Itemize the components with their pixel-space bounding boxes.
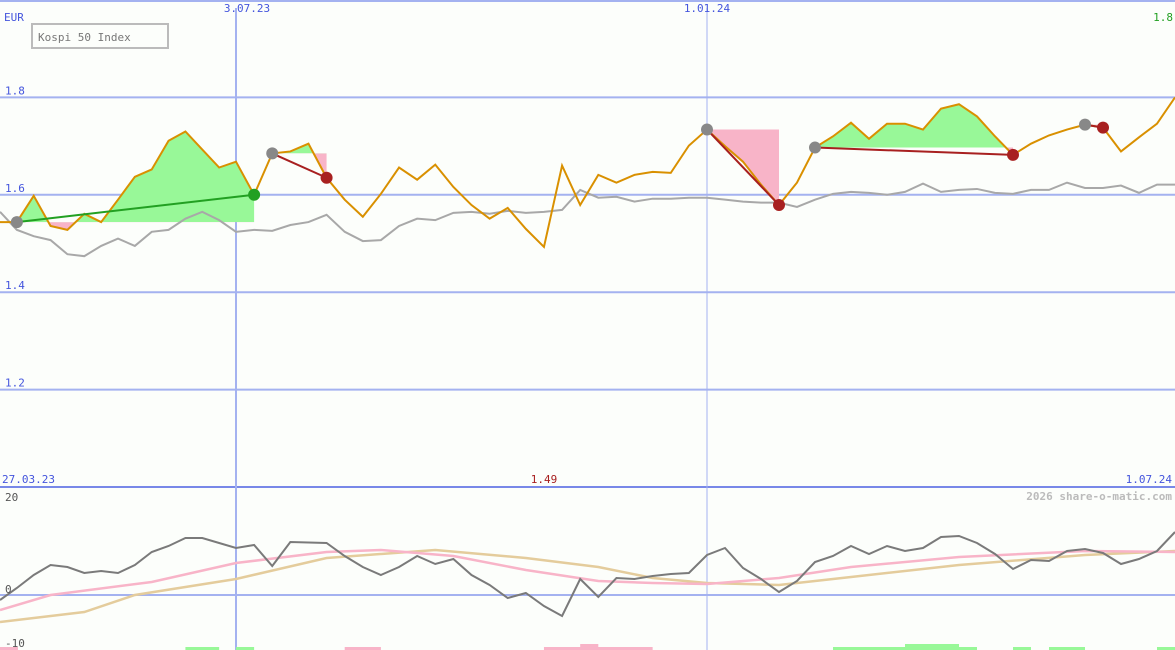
- trade-gain-area: [16, 131, 255, 223]
- entry-marker: [10, 216, 23, 229]
- last-value-label: 1.8: [1153, 11, 1173, 24]
- y-tick-label: 1.6: [5, 182, 25, 195]
- y-tick-label: 1.4: [5, 279, 25, 292]
- signal-bar: [905, 644, 959, 650]
- trade-line: [16, 193, 255, 224]
- trade-loss-area: [707, 129, 779, 206]
- exit-marker: [773, 199, 785, 212]
- signal-bar: [580, 644, 599, 650]
- series-lines: [0, 96, 1175, 650]
- trade-gain-area: [815, 104, 1013, 148]
- y-tick-label-lower: 20: [5, 491, 18, 504]
- y-tick-label: 1.8: [5, 84, 25, 97]
- x-tick-label-top: 1.01.24: [684, 2, 731, 15]
- y-tick-label: 1.2: [5, 377, 25, 390]
- trade-loss-area: [272, 153, 327, 178]
- fast-moving-average-line: [0, 548, 1175, 612]
- low-value-label: 1.49: [531, 473, 558, 486]
- chart-title: Kospi 50 Index: [38, 31, 131, 44]
- y-tick-label-lower: -10: [5, 637, 25, 650]
- signal-bar: [185, 647, 220, 650]
- exit-marker: [320, 171, 333, 184]
- signal-bar: [0, 647, 18, 650]
- signal-bar: [1013, 647, 1031, 650]
- title-box: [31, 23, 169, 49]
- exit-marker: [248, 188, 261, 201]
- trade-line: [271, 152, 327, 179]
- slow-moving-average-line: [0, 548, 1175, 624]
- exit-marker: [1007, 148, 1019, 161]
- x-tick-label-start: 27.03.23: [2, 473, 55, 486]
- x-tick-label-end: 1.07.24: [1126, 473, 1173, 486]
- x-tick-label-top: 3.07.23: [224, 2, 270, 15]
- signal-bar: [1157, 647, 1175, 650]
- currency-label: EUR: [4, 11, 24, 24]
- signal-bar: [1049, 647, 1085, 650]
- trade-line: [706, 128, 780, 206]
- entry-marker: [266, 147, 279, 160]
- trade-markers: [10, 118, 1109, 229]
- signal-bar: [543, 647, 653, 650]
- entry-marker: [809, 141, 821, 154]
- price-line: [0, 96, 1175, 249]
- y-tick-label-lower: 0: [5, 583, 12, 596]
- signal-bar: [344, 647, 381, 650]
- trade-line: [814, 146, 1014, 156]
- momentum-line: [0, 531, 1175, 618]
- entry-marker: [1079, 118, 1091, 131]
- trade-loss-area: [16, 222, 255, 230]
- exit-marker: [1097, 121, 1109, 134]
- benchmark-line: [0, 181, 1175, 258]
- signal-bar: [236, 647, 255, 650]
- entry-marker: [701, 123, 713, 136]
- watermark: 2026 share-o-matic.com: [1026, 490, 1172, 503]
